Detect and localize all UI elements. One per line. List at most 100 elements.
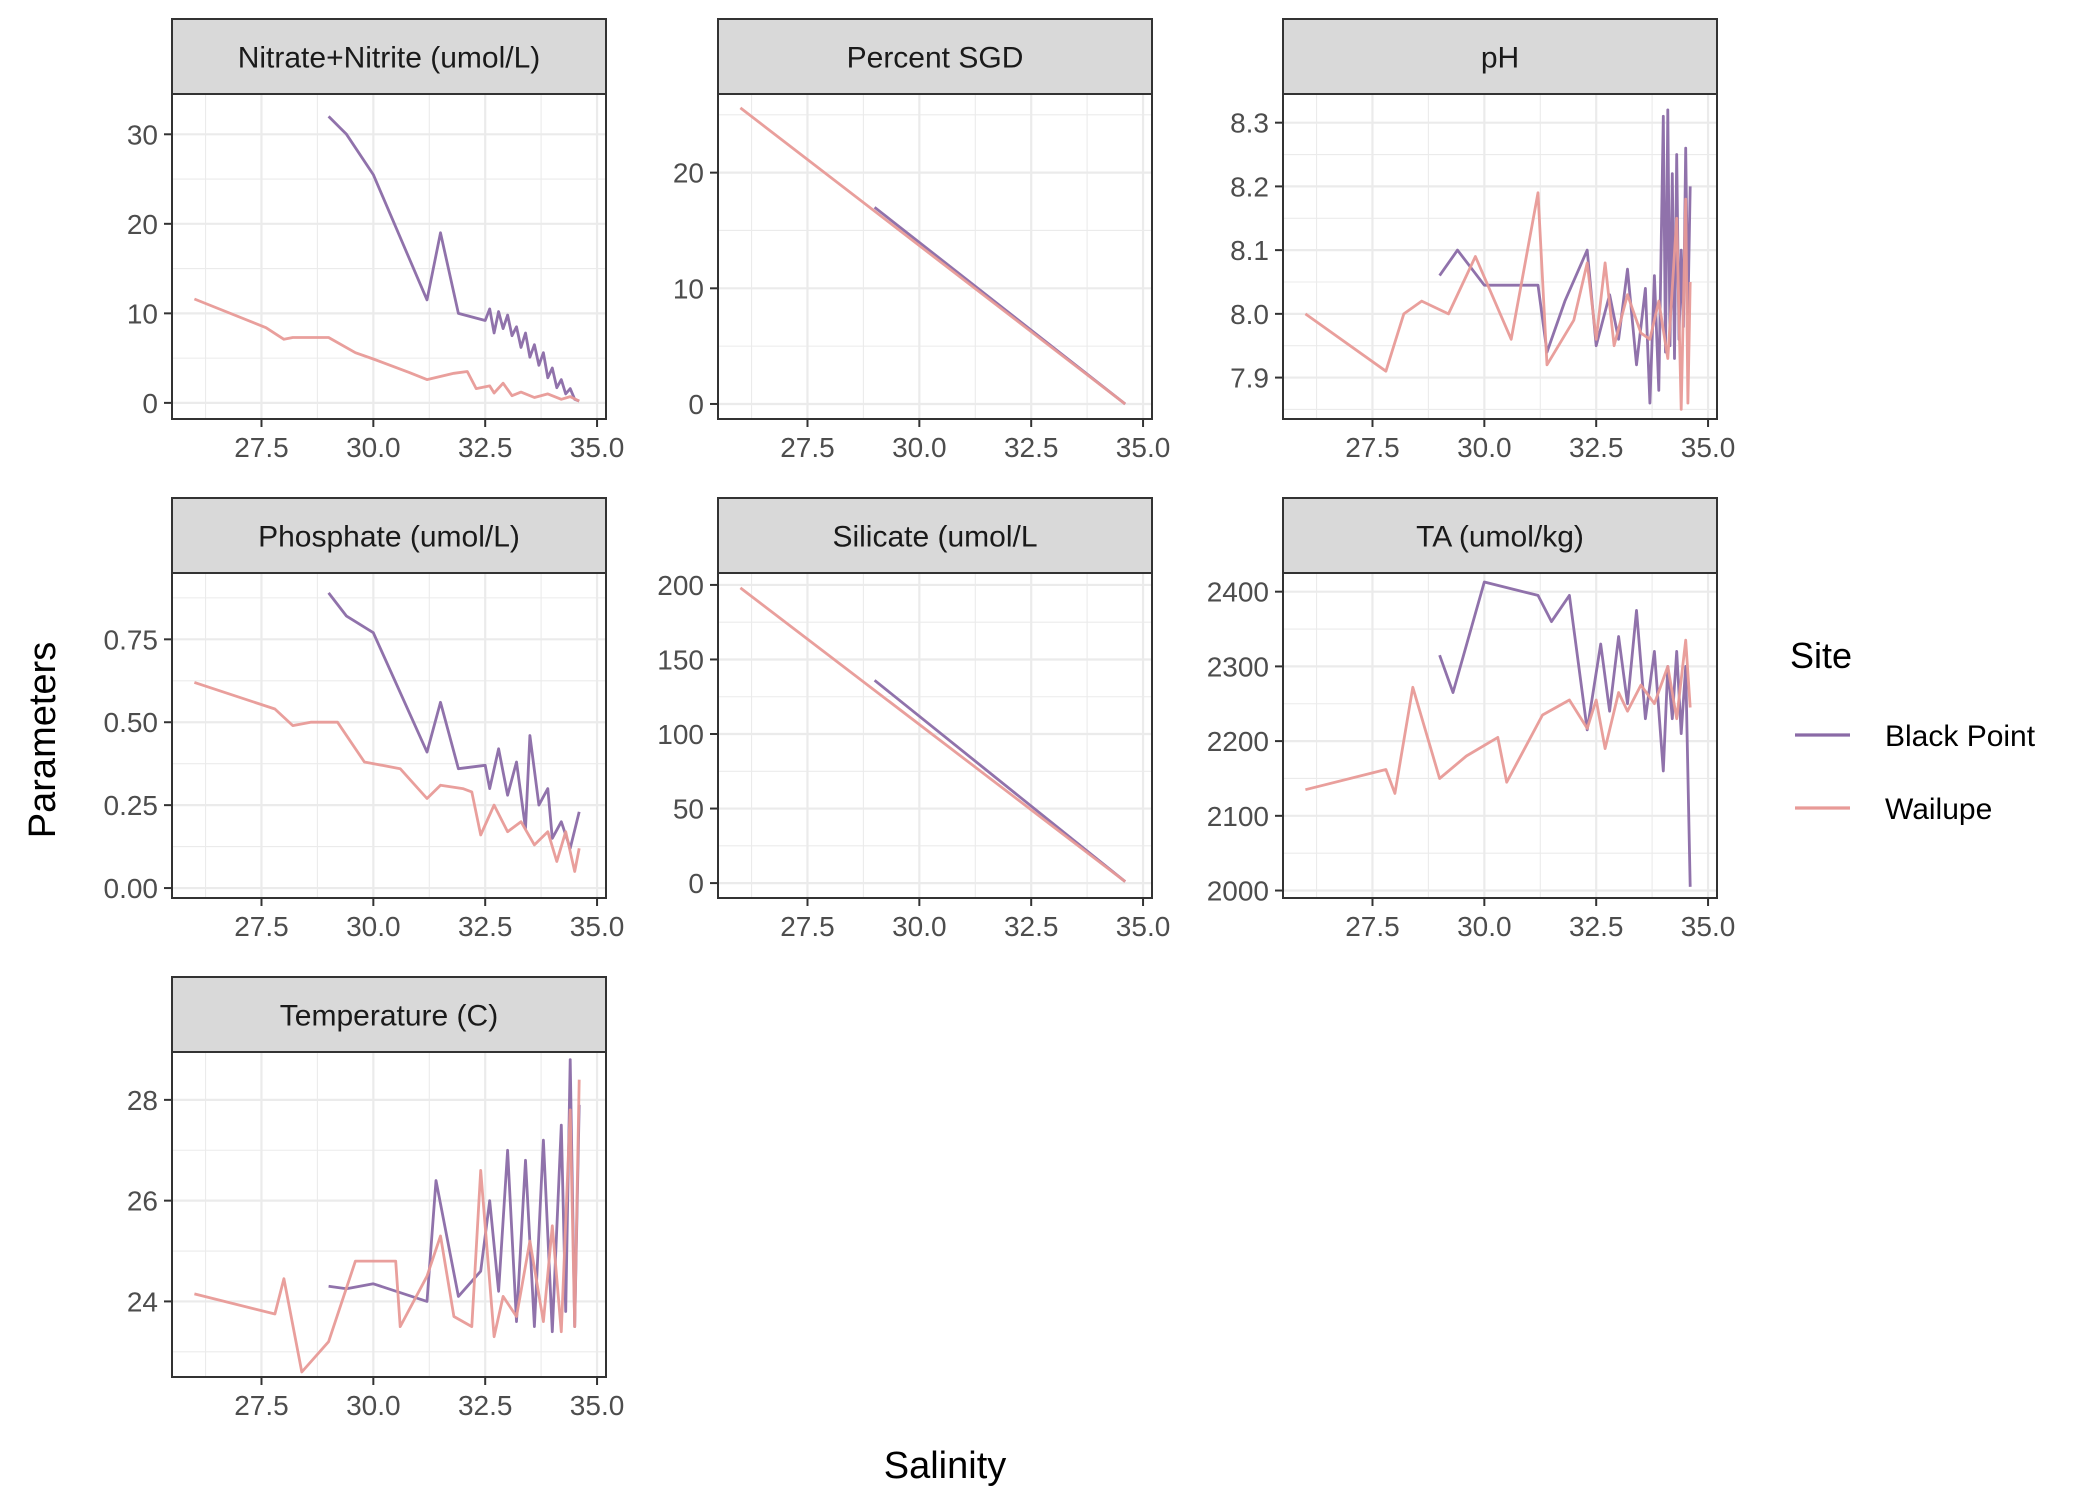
- y-tick-label: 0.75: [104, 624, 159, 655]
- y-tick-label: 24: [127, 1286, 158, 1317]
- strip-temperature-c: [171, 976, 607, 1053]
- y-tick-label: 2300: [1207, 651, 1269, 682]
- x-tick-label: 32.5: [1004, 432, 1059, 463]
- x-tick-label: 27.5: [1345, 911, 1400, 942]
- strip-title-ph: pH: [1481, 42, 1519, 75]
- panel-border-ta-umol-kg: [1282, 572, 1718, 899]
- legend-title: Site: [1790, 635, 1852, 676]
- x-tick-label: 35.0: [570, 432, 625, 463]
- x-tick-label: 32.5: [458, 432, 513, 463]
- y-tick-label: 20: [127, 209, 158, 240]
- x-tick-label: 32.5: [1569, 911, 1624, 942]
- x-tick-label: 35.0: [1116, 432, 1171, 463]
- series-line-wailupe-nitrate-nitrite-umol-l: [193, 297, 580, 403]
- panel-ta-umol-kg: TA (umol/kg) 2000 2100 2200 2300 2400 27.5 30.0…: [1207, 497, 1736, 942]
- y-tick-label: 0: [688, 868, 704, 899]
- y-tick-label: 100: [657, 719, 704, 750]
- y-tick-label: 8.1: [1230, 235, 1269, 266]
- strip-title-phosphate-umol-l: Phosphate (umol/L): [258, 521, 520, 554]
- x-tick-label: 35.0: [1681, 911, 1736, 942]
- x-tick-label: 30.0: [892, 432, 947, 463]
- series-line-wailupe-percent-sgd: [739, 106, 1127, 406]
- y-tick-label: 8.3: [1230, 108, 1269, 139]
- x-tick-label: 30.0: [346, 1390, 401, 1421]
- y-tick-label: 10: [673, 273, 704, 304]
- series-line-black-point-phosphate-umol-l: [327, 592, 581, 850]
- x-tick-label: 35.0: [570, 1390, 625, 1421]
- x-tick-label: 32.5: [1004, 911, 1059, 942]
- y-tick-label: 0: [688, 389, 704, 420]
- strip-title-ta-umol-kg: TA (umol/kg): [1416, 521, 1584, 554]
- series-line-black-point-nitrate-nitrite-umol-l: [327, 115, 580, 403]
- y-tick-label: 8.2: [1230, 171, 1269, 202]
- y-tick-label: 0.00: [104, 873, 159, 904]
- y-tick-label: 150: [657, 644, 704, 675]
- panel-phosphate-umol-l: Phosphate (umol/L) 0.00 0.25 0.50 0.75 27.5 30…: [104, 497, 625, 942]
- strip-ph: [1282, 18, 1718, 95]
- strip-nitrate-nitrite-umol-l: [171, 18, 607, 95]
- x-tick-label: 27.5: [234, 432, 289, 463]
- y-tick-label: 2400: [1207, 577, 1269, 608]
- panel-percent-sgd: Percent SGD 0 10 20 27.5 30.0 32.5 35.0: [673, 18, 1171, 463]
- x-tick-label: 30.0: [1457, 911, 1512, 942]
- panel-ph: pH 7.9 8.0 8.1 8.2 8.3 27.5 30.0 32.5 35.0: [1230, 18, 1736, 463]
- y-tick-label: 0.25: [104, 790, 159, 821]
- y-tick-label: 0.50: [104, 707, 159, 738]
- x-tick-label: 27.5: [234, 911, 289, 942]
- legend-label-black-point: Black Point: [1885, 720, 2036, 753]
- x-tick-label: 32.5: [458, 1390, 513, 1421]
- panel-border-silicate-umol-l: [717, 572, 1153, 899]
- y-tick-label: 2200: [1207, 726, 1269, 757]
- x-tick-label: 27.5: [780, 432, 835, 463]
- y-tick-label: 2000: [1207, 876, 1269, 907]
- panel-background-ta-umol-kg: [1283, 573, 1717, 898]
- panel-temperature-c: Temperature (C) 24 26 28 27.5 30.0 32.5 35.0: [127, 976, 625, 1421]
- y-tick-label: 10: [127, 298, 158, 329]
- x-tick-label: 35.0: [1116, 911, 1171, 942]
- x-tick-label: 30.0: [1457, 432, 1512, 463]
- panel-silicate-umol-l: Silicate (umol/L 0 50 100 150 200 27.5 30.0 32.5…: [657, 497, 1171, 942]
- x-axis-title: Salinity: [884, 1445, 1007, 1487]
- panel-border-nitrate-nitrite-umol-l: [171, 93, 607, 420]
- series-line-black-point-temperature-c: [328, 1058, 581, 1334]
- panel-nitrate-nitrite-umol-l: Nitrate+Nitrite (umol/L) 0 10 20 30 27.5 30.0 3…: [127, 18, 625, 463]
- series-line-wailupe-ph: [1304, 191, 1692, 411]
- x-tick-label: 27.5: [1345, 432, 1400, 463]
- series-line-wailupe-silicate-umol-l: [739, 586, 1127, 883]
- panel-border-percent-sgd: [717, 93, 1153, 420]
- strip-phosphate-umol-l: [171, 497, 607, 574]
- strip-title-silicate-umol-l: Silicate (umol/L: [832, 521, 1037, 554]
- panel-border-ph: [1282, 93, 1718, 420]
- y-tick-label: 200: [657, 570, 704, 601]
- strip-ta-umol-kg: [1282, 497, 1718, 574]
- x-tick-label: 32.5: [458, 911, 513, 942]
- x-tick-label: 35.0: [1681, 432, 1736, 463]
- x-tick-label: 35.0: [570, 911, 625, 942]
- strip-title-nitrate-nitrite-umol-l: Nitrate+Nitrite (umol/L): [238, 42, 541, 75]
- panel-border-temperature-c: [171, 1051, 607, 1378]
- y-tick-label: 7.9: [1230, 363, 1269, 394]
- series-line-wailupe-ta-umol-kg: [1305, 638, 1692, 795]
- x-tick-label: 32.5: [1569, 432, 1624, 463]
- y-tick-label: 8.0: [1230, 299, 1269, 330]
- y-tick-label: 0: [142, 388, 158, 419]
- y-tick-label: 50: [673, 794, 704, 825]
- legend-label-wailupe: Wailupe: [1885, 793, 1992, 826]
- facet-panels: Nitrate+Nitrite (umol/L) 0 10 20 30 27.5 30.0 3…: [104, 18, 1736, 1421]
- x-tick-label: 30.0: [346, 911, 401, 942]
- y-tick-label: 26: [127, 1186, 158, 1217]
- y-tick-label: 30: [127, 119, 158, 150]
- y-tick-label: 28: [127, 1085, 158, 1116]
- panel-border-phosphate-umol-l: [171, 572, 607, 899]
- x-tick-label: 30.0: [346, 432, 401, 463]
- y-tick-label: 2100: [1207, 801, 1269, 832]
- y-tick-label: 20: [673, 158, 704, 189]
- series-line-wailupe-temperature-c: [194, 1079, 581, 1374]
- x-tick-label: 30.0: [892, 911, 947, 942]
- series-line-black-point-ta-umol-kg: [1438, 580, 1692, 887]
- legend: Site Black Point Wailupe: [1790, 635, 2036, 826]
- y-axis-title: Parameters: [22, 642, 64, 838]
- panel-background-ph: [1283, 94, 1717, 419]
- x-tick-label: 27.5: [780, 911, 835, 942]
